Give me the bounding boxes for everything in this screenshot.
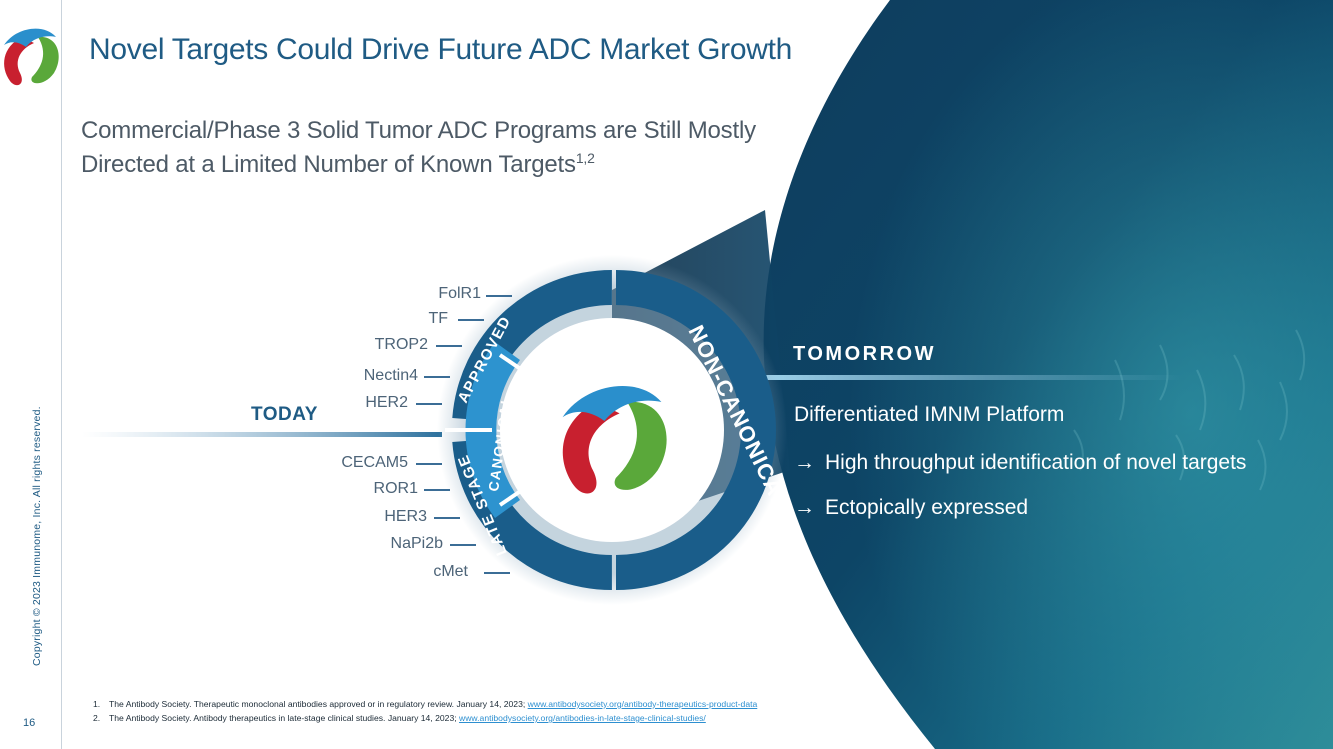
canonical-ring-segment	[465, 342, 520, 518]
bullet-text: High throughput identification of novel …	[825, 451, 1247, 474]
corner-logo-icon	[4, 28, 59, 86]
subtitle-line-1: Commercial/Phase 3 Solid Tumor ADC Progr…	[81, 117, 756, 144]
footnote-2: 2. The Antibody Society. Antibody therape…	[93, 713, 706, 723]
approved-target: TF	[428, 310, 448, 327]
tomorrow-bullet: → High throughput identification of novel…	[794, 451, 1246, 475]
approved-target: HER2	[365, 394, 408, 411]
slide-title: Novel Targets Could Drive Future ADC Mar…	[89, 33, 793, 66]
late-stage-target: CECAM5	[341, 454, 408, 471]
subtitle-line-2: Directed at a Limited Number of Known Ta…	[81, 151, 576, 178]
approved-target: TROP2	[374, 336, 428, 353]
approved-target: Nectin4	[363, 367, 418, 384]
today-label: TODAY	[251, 404, 318, 425]
late-stage-target: NaPi2b	[390, 535, 443, 552]
footnote-1: 1. The Antibody Society. Therapeutic mono…	[93, 699, 758, 709]
footnote-1-link[interactable]: www.antibodysociety.org/antibody-therape…	[527, 699, 758, 709]
tomorrow-bullet: → Ectopically expressed	[794, 496, 1028, 520]
sidebar-divider	[61, 0, 62, 749]
footnote-2-link[interactable]: www.antibodysociety.org/antibodies-in-la…	[459, 713, 706, 723]
center-logo-icon	[562, 386, 667, 494]
slide-subtitle: Commercial/Phase 3 Solid Tumor ADC Progr…	[81, 114, 861, 182]
late-stage-target: ROR1	[373, 480, 418, 497]
approved-target: FolR1	[438, 285, 481, 302]
platform-heading: Differentiated IMNM Platform	[794, 403, 1065, 426]
subtitle-footnote-ref: 1,2	[575, 150, 595, 166]
late-stage-target: cMet	[433, 563, 468, 580]
copyright-notice: Copyright © 2023 Immunome, Inc. All righ…	[31, 406, 43, 666]
arrow-icon: →	[794, 496, 815, 519]
tomorrow-label: TOMORROW	[793, 343, 936, 365]
late-stage-target: HER3	[384, 508, 427, 525]
bullet-text: Ectopically expressed	[825, 496, 1029, 519]
non-canonical-ring-segment	[616, 270, 776, 590]
tomorrow-line	[762, 375, 1182, 380]
page-number: 16	[23, 717, 36, 729]
footnotes: 1. The Antibody Society. Therapeutic mono…	[93, 697, 757, 725]
today-line	[82, 432, 442, 437]
arrow-icon: →	[794, 451, 815, 474]
